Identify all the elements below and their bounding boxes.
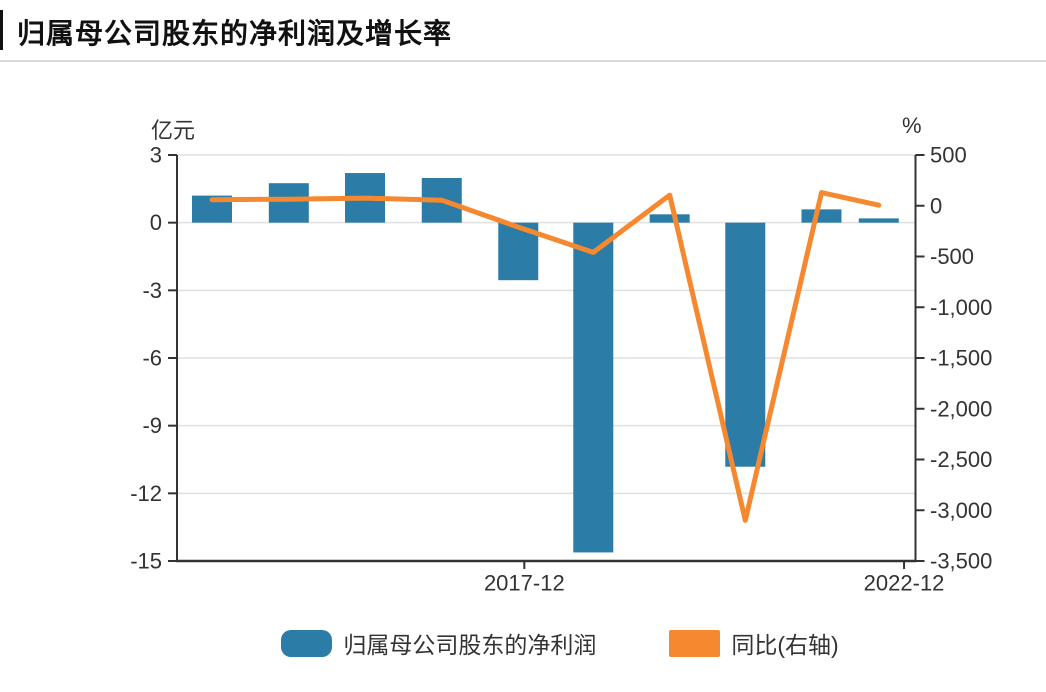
left-axis-tick-label: -12 [130, 481, 162, 506]
bar-2019-12[interactable] [649, 214, 690, 223]
legend-item-yoy[interactable]: 同比(右轴) [669, 626, 839, 660]
right-axis-tick-label: -2,000 [930, 396, 992, 421]
bar-2020-12[interactable] [725, 222, 766, 467]
right-axis-tick-label: -1,500 [930, 346, 992, 371]
left-axis-tick-label: 0 [150, 210, 162, 235]
bar-2014-12[interactable] [268, 183, 309, 223]
line-series-swatch-icon [669, 629, 721, 657]
cropped-glyph-artifact [0, 10, 3, 50]
right-axis-tick-label: -500 [930, 244, 974, 269]
x-axis-tick-label: 2017-12 [484, 571, 565, 596]
left-axis-tick-label: -9 [142, 413, 162, 438]
right-axis-tick-label: 0 [930, 193, 942, 218]
bar-2021-12[interactable] [801, 209, 842, 223]
bar-2018-12[interactable] [573, 222, 614, 553]
x-axis-tick-label: 2022-12 [864, 571, 945, 596]
legend-item-net-profit[interactable]: 归属母公司股东的净利润 [281, 626, 596, 660]
legend-label-yoy: 同比(右轴) [731, 632, 839, 658]
left-axis-unit-label: 亿元 [151, 118, 196, 143]
right-axis-tick-label: -2,500 [930, 447, 992, 472]
right-axis-tick-label: -1,000 [930, 295, 992, 320]
right-axis-unit-label: % [902, 113, 922, 138]
bar-2022-12[interactable] [858, 218, 899, 223]
right-axis-tick-label: 500 [930, 143, 967, 168]
left-axis-tick-label: -6 [142, 346, 162, 371]
left-axis-tick-label: -3 [142, 278, 162, 303]
bar-series-swatch-icon [281, 629, 333, 657]
left-axis-tick-label: -15 [130, 549, 162, 574]
title-divider [0, 60, 1046, 62]
right-axis-tick-label: -3,500 [930, 549, 992, 574]
legend-label-net-profit: 归属母公司股东的净利润 [343, 632, 597, 658]
right-axis-tick-label: -3,000 [930, 498, 992, 523]
chart-title: 归属母公司股东的净利润及增长率 [17, 18, 453, 49]
growth-line[interactable] [209, 190, 882, 523]
chart-legend: 归属母公司股东的净利润 同比(右轴) [37, 626, 1046, 660]
left-axis-tick-label: 3 [150, 143, 162, 168]
